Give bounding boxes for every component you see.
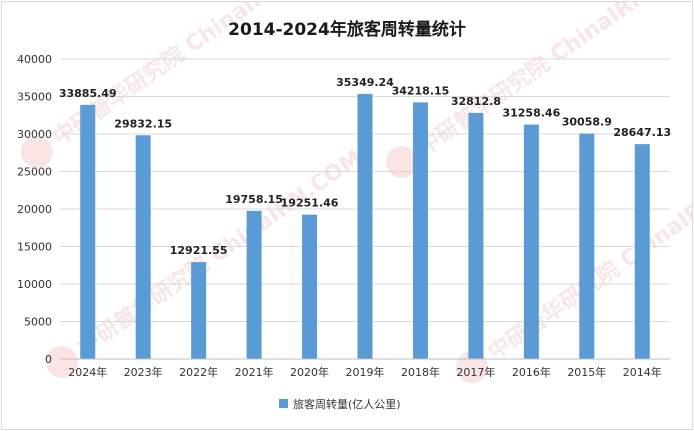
chart-title: 2014-2024年旅客周转量统计	[228, 19, 466, 40]
bar	[523, 124, 539, 359]
data-label: 12921.55	[170, 244, 228, 257]
y-tick-label: 20000	[17, 203, 52, 216]
y-tick-label: 5000	[24, 316, 52, 329]
legend-label: 旅客周转量(亿人公里)	[293, 397, 401, 411]
data-labels: 33885.49 29832.15 12921.55 19758.1519251.46…	[59, 76, 671, 257]
watermark-logo-icon	[386, 146, 418, 178]
data-label: 34218.15	[392, 84, 450, 97]
x-tick-label: 2022年	[179, 365, 218, 379]
data-label: 35349.24	[336, 76, 394, 89]
data-label: 19251.46	[281, 197, 339, 210]
x-tick-label: 2024年	[68, 365, 107, 379]
data-label: 31258.46	[502, 107, 560, 120]
x-tick-label: 2017年	[456, 365, 495, 379]
x-tick-label: 2021年	[235, 365, 274, 379]
data-label: 19758.15	[225, 193, 283, 206]
x-tick-label: 2018年	[401, 365, 440, 379]
watermark-logo-icon	[46, 346, 78, 378]
bar	[246, 210, 262, 359]
x-tick-label: 2020年	[290, 365, 329, 379]
x-tick-label: 2023年	[124, 365, 163, 379]
y-tick-label: 15000	[17, 241, 52, 254]
bar	[468, 112, 484, 360]
data-label: 28647.13	[613, 126, 671, 139]
bar	[412, 102, 428, 359]
legend: 旅客周转量(亿人公里)	[279, 397, 401, 411]
bar	[357, 93, 373, 359]
watermark-logo-icon	[21, 136, 53, 168]
y-tick-label: 25000	[17, 166, 52, 179]
data-label: 29832.15	[114, 117, 172, 130]
x-tick-label: 2019年	[346, 365, 385, 379]
x-tick-label: 2014年	[623, 365, 662, 379]
data-label: 30058.9	[562, 116, 612, 129]
data-label: 32812.8	[451, 95, 501, 108]
bar	[579, 133, 595, 359]
y-tick-label: 10000	[17, 278, 52, 291]
bar-series	[80, 93, 650, 360]
x-tick-label: 2016年	[512, 365, 551, 379]
y-tick-label: 40000	[17, 53, 52, 66]
bar	[302, 214, 318, 359]
legend-swatch	[279, 399, 288, 408]
y-axis: 0 5000 10000 15000 20000 25000 30000 35000 40000	[17, 53, 52, 366]
bar	[135, 135, 151, 359]
y-tick-label: 35000	[17, 91, 52, 104]
x-axis: 2024年 2023年 2022年 2021年 2020年 2019年 2018年 2017年…	[60, 358, 670, 379]
bar	[634, 144, 650, 359]
y-tick-label: 0	[45, 353, 52, 366]
data-label: 33885.49	[59, 87, 117, 100]
y-tick-label: 30000	[17, 128, 52, 141]
x-tick-label: 2015年	[567, 365, 606, 379]
bar	[80, 104, 96, 359]
bar	[191, 262, 207, 359]
